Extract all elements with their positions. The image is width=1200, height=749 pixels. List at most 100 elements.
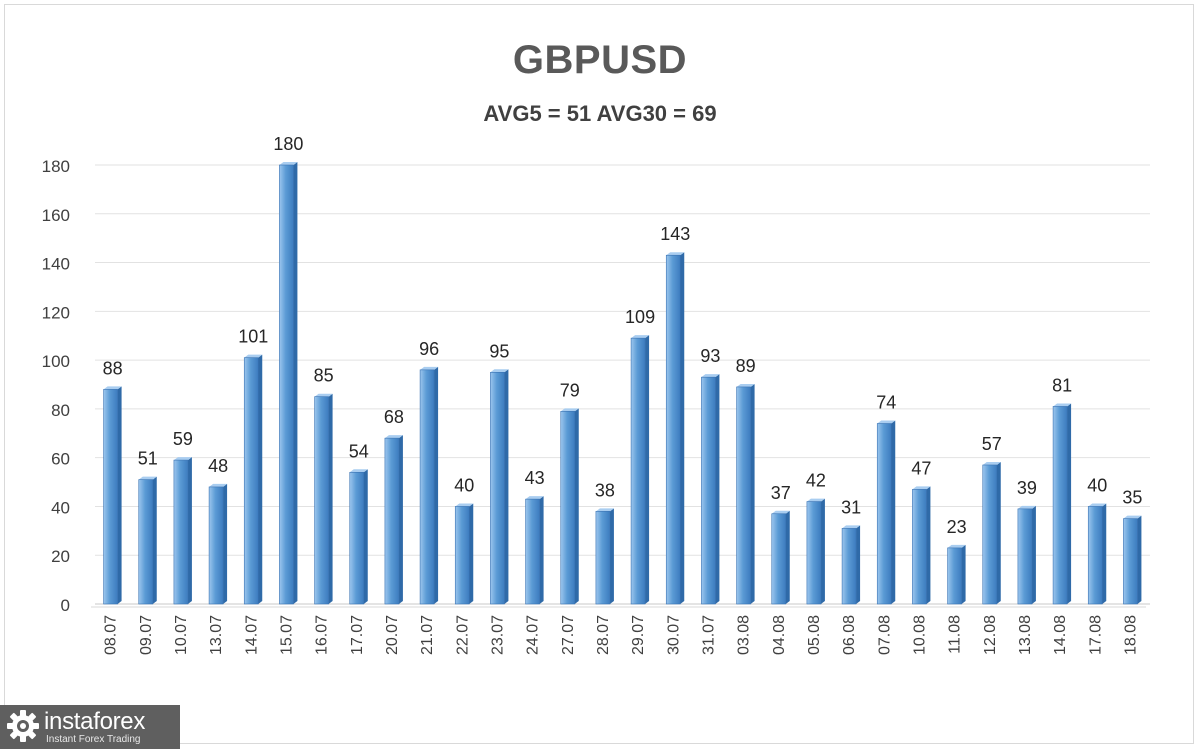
data-label: 74 bbox=[876, 393, 896, 413]
bar bbox=[841, 525, 861, 605]
bar bbox=[806, 498, 825, 605]
data-label: 68 bbox=[384, 407, 404, 427]
bar bbox=[560, 408, 579, 605]
chart-title: GBPUSD bbox=[512, 38, 688, 82]
x-tick-label: 10.07 bbox=[173, 615, 190, 655]
y-tick-label: 140 bbox=[42, 255, 70, 274]
y-tick-label: 120 bbox=[42, 303, 70, 322]
bar bbox=[384, 435, 403, 605]
x-tick-label: 15.07 bbox=[278, 615, 295, 655]
data-label: 47 bbox=[911, 458, 931, 478]
y-tick-label: 60 bbox=[51, 450, 70, 469]
bar bbox=[490, 369, 509, 605]
x-tick-label: 06.08 bbox=[841, 615, 858, 655]
y-tick-label: 100 bbox=[42, 352, 70, 371]
x-tick-label: 03.08 bbox=[736, 615, 753, 655]
data-label: 57 bbox=[982, 434, 1002, 454]
data-label: 40 bbox=[454, 475, 474, 495]
y-tick-label: 80 bbox=[51, 401, 70, 420]
chart-subtitle: AVG5 = 51 AVG30 = 69 bbox=[483, 101, 717, 126]
data-label: 59 bbox=[173, 429, 193, 449]
bar bbox=[314, 393, 333, 605]
x-tick-label: 28.07 bbox=[595, 615, 612, 655]
instaforex-logo[interactable]: instaforex Instant Forex Trading bbox=[0, 705, 180, 749]
bar bbox=[876, 420, 896, 605]
bar bbox=[947, 544, 966, 605]
x-tick-label: 11.08 bbox=[947, 615, 964, 654]
bar bbox=[665, 252, 685, 605]
data-label: 43 bbox=[525, 468, 545, 488]
data-label: 48 bbox=[208, 456, 228, 476]
bar bbox=[1123, 515, 1142, 605]
x-tick-label: 20.07 bbox=[384, 615, 401, 655]
logo-tagline: Instant Forex Trading bbox=[46, 734, 141, 745]
x-tick-label: 29.07 bbox=[630, 615, 647, 655]
bar bbox=[982, 461, 1001, 605]
y-tick-label: 20 bbox=[51, 547, 70, 566]
data-label: 42 bbox=[806, 471, 826, 491]
bar bbox=[525, 496, 544, 605]
x-tick-label: 24.07 bbox=[525, 615, 542, 655]
y-axis: 0 20 40 60 80 100 120 140 160 180 bbox=[42, 157, 70, 615]
bars bbox=[103, 162, 1142, 605]
data-label: 95 bbox=[489, 341, 509, 361]
data-label: 39 bbox=[1017, 478, 1037, 498]
bar bbox=[208, 483, 228, 605]
x-tick-label: 04.08 bbox=[771, 615, 788, 655]
bar bbox=[912, 486, 931, 605]
x-tick-label: 10.08 bbox=[911, 615, 928, 655]
x-tick-label: 31.07 bbox=[700, 615, 717, 655]
data-labels: 88 51 59 48 101 180 85 54 68 96 40 95 43 79 38 109 143 93… bbox=[103, 134, 1143, 537]
y-tick-label: 160 bbox=[42, 206, 70, 225]
data-label: 81 bbox=[1052, 375, 1072, 395]
bar bbox=[701, 374, 720, 605]
data-label: 180 bbox=[273, 134, 303, 154]
x-tick-label: 13.07 bbox=[208, 615, 225, 655]
bar bbox=[138, 476, 157, 605]
data-label: 51 bbox=[138, 449, 158, 469]
bar bbox=[103, 386, 122, 605]
bar bbox=[279, 162, 298, 605]
data-label: 40 bbox=[1087, 475, 1107, 495]
logo-name: instaforex bbox=[44, 708, 146, 735]
x-tick-label: 30.07 bbox=[665, 615, 682, 655]
data-label: 23 bbox=[947, 517, 967, 537]
data-label: 88 bbox=[103, 358, 123, 378]
bar bbox=[173, 457, 192, 605]
bar bbox=[771, 510, 790, 605]
x-tick-label: 17.08 bbox=[1087, 615, 1104, 655]
x-tick-label: 16.07 bbox=[314, 615, 331, 655]
data-label: 31 bbox=[841, 497, 861, 517]
bar bbox=[630, 335, 650, 605]
x-tick-label: 18.08 bbox=[1122, 615, 1139, 655]
x-tick-label: 21.07 bbox=[419, 615, 436, 655]
bar bbox=[243, 354, 263, 605]
data-label: 38 bbox=[595, 480, 615, 500]
x-tick-label: 07.08 bbox=[876, 615, 893, 655]
x-tick-label: 27.07 bbox=[560, 615, 577, 655]
x-tick-label: 05.08 bbox=[806, 615, 823, 655]
bar bbox=[736, 383, 755, 605]
data-label: 109 bbox=[625, 307, 655, 327]
data-label: 35 bbox=[1122, 488, 1142, 508]
y-tick-label: 40 bbox=[51, 498, 70, 517]
instaforex-gear-icon bbox=[7, 710, 39, 742]
bar bbox=[419, 366, 439, 605]
bar bbox=[454, 503, 474, 605]
x-axis: 08.07 09.07 10.07 13.07 14.07 15.07 16.07 17.07… bbox=[103, 615, 1140, 655]
data-label: 79 bbox=[560, 380, 580, 400]
x-tick-label: 22.07 bbox=[454, 615, 471, 655]
x-tick-label: 12.08 bbox=[982, 615, 999, 655]
data-label: 89 bbox=[736, 356, 756, 376]
data-label: 37 bbox=[771, 483, 791, 503]
x-tick-label: 14.08 bbox=[1052, 615, 1069, 655]
x-tick-label: 23.07 bbox=[489, 615, 506, 655]
data-label: 96 bbox=[419, 339, 439, 359]
gridlines bbox=[91, 164, 1150, 608]
bar bbox=[1087, 503, 1107, 605]
data-label: 93 bbox=[700, 346, 720, 366]
bar bbox=[595, 508, 614, 605]
y-tick-label: 180 bbox=[42, 157, 70, 176]
bar bbox=[349, 469, 368, 605]
